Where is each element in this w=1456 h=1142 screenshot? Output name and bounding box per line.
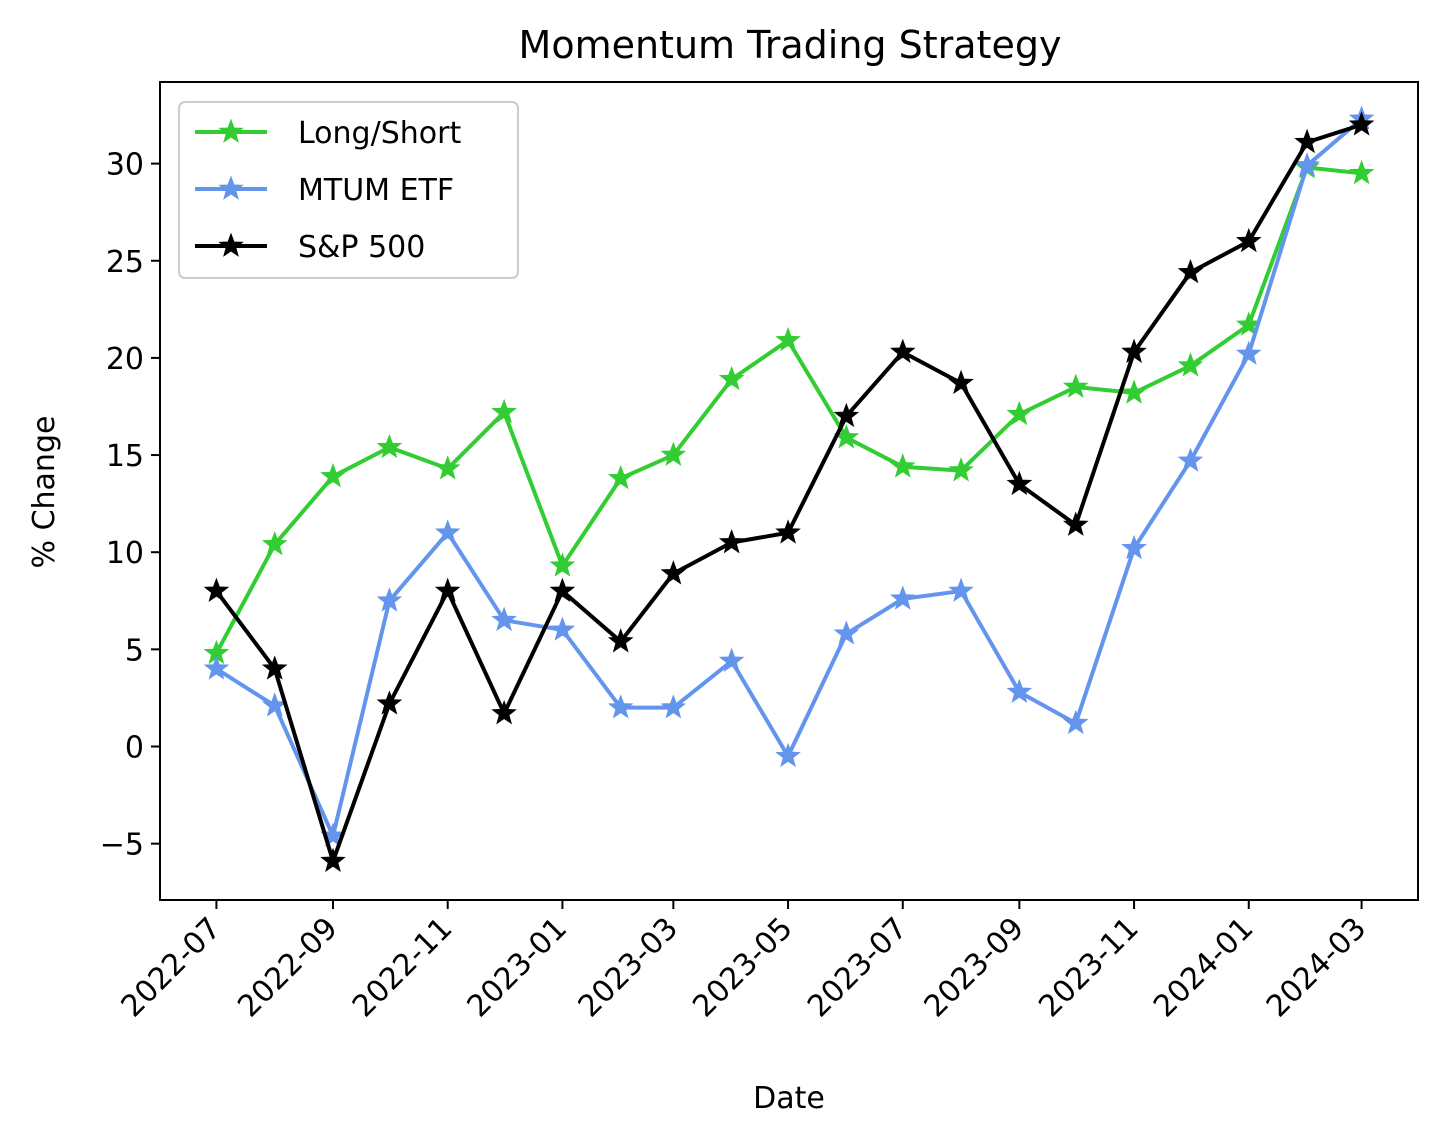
data-point-1-3 (376, 587, 403, 612)
legend-marker-1 (218, 175, 244, 200)
y-tick-label-2: 5 (125, 633, 144, 668)
y-tick-label-4: 15 (106, 439, 144, 474)
data-point-2-13 (948, 369, 974, 395)
data-point-1-8 (660, 694, 687, 719)
data-point-0-13 (948, 457, 974, 482)
data-point-2-6 (549, 577, 576, 602)
chart-title: Momentum Trading Strategy (519, 23, 1062, 67)
data-point-2-3 (376, 690, 403, 715)
data-point-1-0 (203, 655, 230, 680)
legend-label-1: MTUM ETF (298, 173, 454, 208)
data-point-1-6 (549, 616, 576, 641)
data-point-2-14 (1006, 470, 1033, 496)
data-point-0-7 (607, 464, 634, 490)
y-tick-label-1: 0 (125, 731, 144, 766)
data-point-2-16 (1121, 338, 1147, 363)
legend-marker-2 (218, 232, 244, 257)
data-point-0-3 (376, 433, 403, 459)
data-point-0-20 (1348, 159, 1375, 185)
data-point-2-20 (1348, 111, 1375, 136)
y-tick-label-7: 30 (106, 148, 144, 183)
data-point-1-12 (889, 585, 916, 610)
data-point-0-14 (1006, 400, 1033, 426)
data-point-0-6 (549, 552, 576, 577)
data-point-2-10 (775, 519, 801, 544)
x-axis-label: Date (753, 1081, 825, 1116)
data-point-1-16 (1121, 534, 1147, 560)
y-tick-label-0: −5 (100, 828, 144, 863)
data-point-2-17 (1177, 258, 1204, 284)
data-point-1-7 (607, 694, 634, 719)
plot-area (203, 105, 1375, 873)
data-point-0-4 (434, 455, 461, 480)
y-tick-label-3: 10 (106, 536, 144, 571)
data-point-2-5 (491, 700, 517, 725)
data-point-2-12 (889, 338, 916, 363)
data-point-0-10 (775, 326, 801, 352)
data-point-1-11 (833, 620, 860, 645)
legend-marker-0 (218, 118, 244, 143)
data-point-1-9 (718, 647, 745, 672)
data-point-0-5 (491, 398, 517, 424)
data-point-1-15 (1062, 709, 1089, 735)
data-point-0-16 (1121, 379, 1147, 404)
data-point-2-9 (718, 529, 745, 554)
data-point-2-8 (660, 560, 687, 585)
data-point-0-2 (320, 462, 346, 488)
legend-box (178, 101, 519, 279)
data-point-2-7 (607, 628, 634, 653)
data-point-2-1 (261, 655, 288, 680)
data-point-1-19 (1294, 152, 1320, 177)
data-point-0-17 (1177, 352, 1204, 377)
data-point-0-12 (889, 453, 916, 478)
data-point-1-14 (1006, 678, 1033, 703)
data-point-0-9 (718, 365, 745, 391)
legend: Long/Short MTUM ETF S&P 500 (178, 101, 519, 279)
data-point-1-18 (1235, 340, 1262, 365)
data-point-1-10 (775, 742, 801, 768)
data-point-0-1 (261, 530, 288, 556)
data-point-2-4 (434, 577, 461, 602)
data-point-2-11 (833, 402, 860, 428)
data-point-2-15 (1062, 511, 1089, 536)
y-tick-label-5: 20 (106, 342, 144, 377)
data-point-2-2 (320, 847, 346, 873)
data-point-1-4 (434, 519, 461, 544)
data-point-0-8 (660, 441, 687, 466)
legend-label-2: S&P 500 (298, 230, 425, 265)
data-point-2-18 (1235, 227, 1262, 253)
legend-label-0: Long/Short (298, 116, 461, 151)
y-tick-label-6: 25 (106, 245, 144, 280)
y-axis-label: % Change (27, 416, 62, 569)
data-point-1-5 (491, 606, 517, 632)
data-point-2-19 (1294, 128, 1320, 154)
data-point-0-15 (1062, 373, 1089, 398)
data-point-2-0 (203, 577, 230, 602)
data-point-1-13 (948, 577, 974, 602)
data-point-1-17 (1177, 447, 1204, 472)
